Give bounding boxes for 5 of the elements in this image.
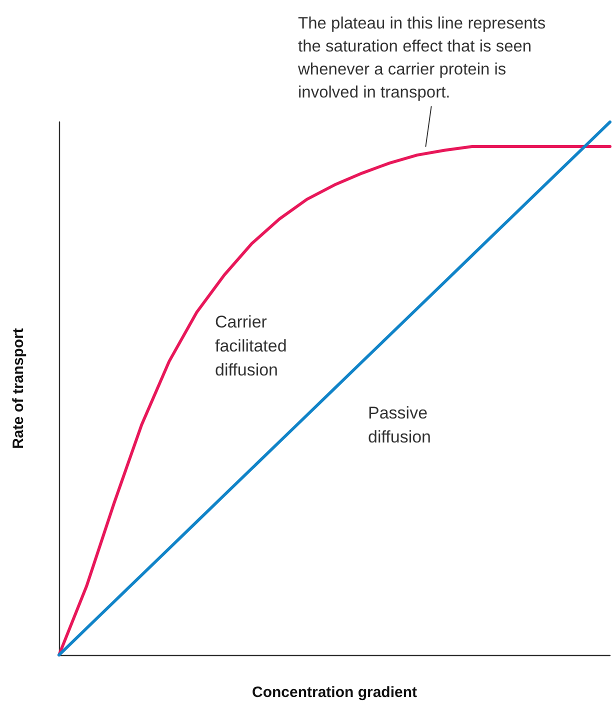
- y-axis-title: Rate of transport: [10, 328, 27, 449]
- text: The plateau in this line represents the saturation effect that is seen whenever a carrier protein is involved in transport.: [297, 14, 550, 102]
- series-label: Carrier facilitated diffusion: [215, 312, 292, 380]
- text: Passive diffusion: [368, 404, 432, 446]
- x-axis-title: Concentration gradient: [252, 684, 418, 701]
